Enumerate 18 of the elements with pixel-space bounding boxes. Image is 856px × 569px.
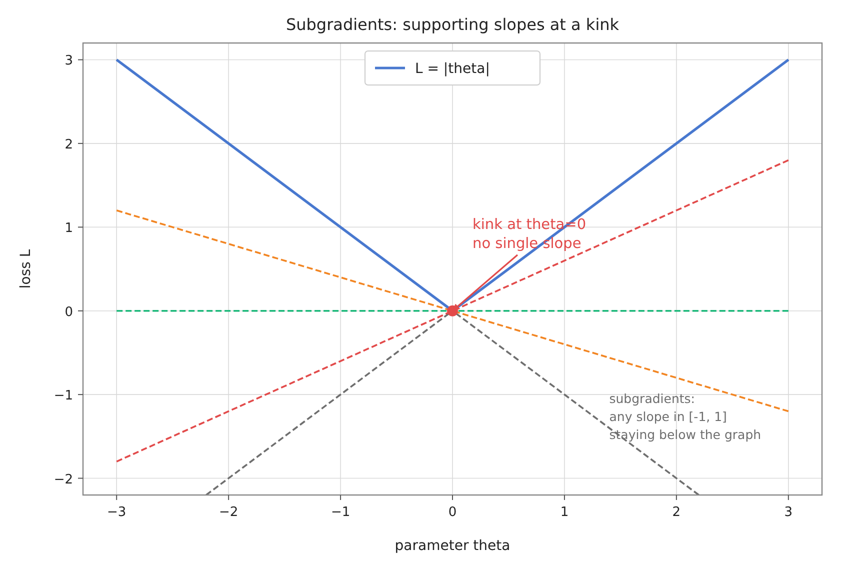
y-tick-label: 0 bbox=[64, 304, 73, 320]
y-tick-label: 3 bbox=[64, 54, 73, 69]
x-tick-label: 0 bbox=[448, 505, 457, 520]
y-tick-label: −2 bbox=[54, 472, 73, 488]
y-axis-title: loss L bbox=[18, 249, 34, 289]
x-axis-title: parameter theta bbox=[394, 538, 510, 554]
x-tick-label: 2 bbox=[672, 505, 681, 520]
y-tick-label: −1 bbox=[54, 388, 73, 404]
chart-title: Subgradients: supporting slopes at a kink bbox=[286, 15, 620, 34]
x-tick-label: 1 bbox=[560, 505, 569, 520]
annotation: subgradients: any slope in [-1, 1] staying below the graph bbox=[609, 390, 762, 442]
x-tick-label: −3 bbox=[107, 505, 126, 520]
x-tick-label: 3 bbox=[784, 505, 793, 520]
x-tick-label: −1 bbox=[330, 505, 350, 520]
y-tick-label: 1 bbox=[64, 221, 73, 236]
legend-label: L = |theta| bbox=[415, 61, 490, 77]
y-tick-label: 2 bbox=[64, 137, 73, 152]
x-tick-label: −2 bbox=[218, 505, 238, 520]
